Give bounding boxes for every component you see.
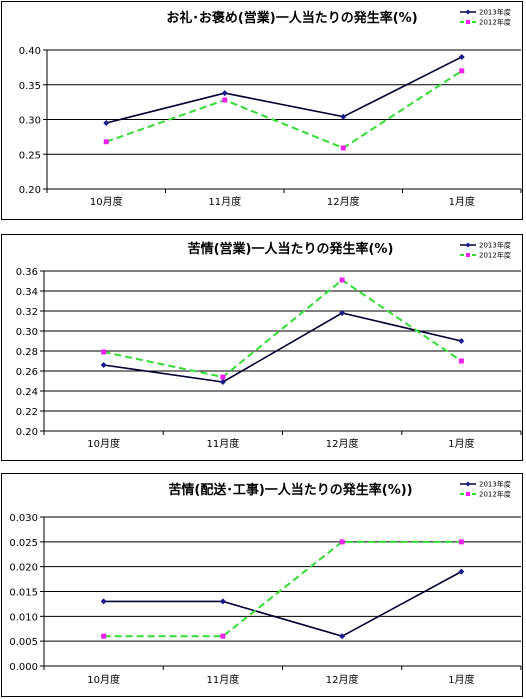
data-point-2012	[340, 145, 346, 151]
data-point-2012	[339, 277, 345, 283]
chart-title: 苦情(営業)一人当たりの発生率(%)	[188, 241, 394, 257]
y-tick-label: 0.030	[9, 513, 38, 524]
data-point-2013	[100, 598, 107, 605]
x-tick-label: 1月度	[448, 673, 474, 686]
data-point-2013	[219, 598, 226, 605]
y-tick-label: 0.24	[16, 387, 38, 398]
data-point-2013	[339, 633, 346, 640]
x-tick-label: 12月度	[326, 673, 359, 686]
y-tick-label: 0.20	[16, 427, 38, 438]
y-tick-label: 0.010	[9, 612, 38, 623]
y-tick-label: 0.25	[19, 150, 41, 161]
legend-label: 2013年度	[479, 241, 511, 250]
x-tick-label: 1月度	[448, 437, 474, 450]
chart-complaints-delivery: 苦情(配送･工事)一人当たりの発生率(%)) 0.000 0.005 0.010 0.0…	[9, 480, 522, 686]
x-tick-label: 12月度	[326, 437, 359, 450]
y-tick-label: 0.35	[19, 81, 41, 92]
data-point-2013	[103, 119, 110, 126]
x-tick-label: 11月度	[208, 195, 241, 208]
legend-marker-2013	[465, 481, 471, 487]
data-point-2012	[220, 633, 226, 639]
data-point-2013	[340, 113, 347, 120]
y-tick-label: 0.20	[19, 185, 41, 196]
y-tick-label: 0.36	[16, 267, 38, 278]
series-line-2012	[105, 70, 463, 150]
series-line-2013	[106, 56, 463, 124]
y-tick-label: 0.015	[9, 588, 38, 599]
chart-complaints-sales: 苦情(営業)一人当たりの発生率(%) 0.20 0.22 0.24 0.26 0.28 0.…	[16, 241, 522, 450]
series-line-2012	[103, 540, 462, 638]
x-tick-label: 10月度	[87, 673, 120, 686]
y-tick-label: 0.22	[16, 407, 38, 418]
chart-title: 苦情(配送･工事)一人当たりの発生率(%))	[168, 482, 412, 498]
x-tick-label: 11月度	[207, 673, 240, 686]
legend-marker-2013	[465, 242, 471, 248]
y-tick-label: 0.26	[16, 367, 38, 378]
chart-title: お礼･お褒め(営業)一人当たりの発生率(%)	[166, 10, 417, 26]
data-point-2012	[459, 68, 465, 74]
data-point-2013	[458, 338, 465, 344]
series-line-2013	[103, 570, 462, 638]
data-point-2012	[103, 139, 109, 145]
legend-label: 2012年度	[479, 251, 511, 260]
data-point-2013	[100, 362, 107, 368]
data-point-2012	[458, 539, 464, 545]
x-tick-label: 1月度	[449, 195, 475, 208]
data-point-2013	[339, 310, 346, 316]
legend-label: 2012年度	[479, 18, 511, 27]
chart-panel-complaints-delivery: 苦情(配送･工事)一人当たりの発生率(%)) 0.000 0.005 0.010 0.0…	[1, 473, 523, 697]
x-tick-label: 10月度	[90, 195, 123, 208]
legend-marker-2012	[466, 20, 470, 24]
data-point-2012	[220, 374, 226, 380]
data-point-2012	[101, 349, 107, 355]
data-point-2012	[339, 539, 345, 545]
y-tick-label: 0.32	[16, 307, 38, 318]
y-tick-label: 0.28	[16, 347, 38, 358]
y-tick-label: 0.30	[16, 327, 38, 338]
chart-compliments: お礼･お褒め(営業)一人当たりの発生率(%) 0.20 0.25 0.30 0.35 0.…	[19, 8, 522, 208]
legend-marker-2012	[466, 253, 470, 257]
data-point-2013	[221, 90, 228, 97]
x-tick-label: 11月度	[207, 437, 240, 450]
y-tick-label: 0.005	[9, 637, 38, 648]
data-point-2012	[222, 97, 228, 103]
data-point-2013	[458, 53, 465, 60]
series-line-2013	[103, 312, 462, 383]
data-point-2013	[219, 379, 226, 385]
data-point-2013	[458, 568, 465, 575]
y-tick-label: 0.34	[16, 287, 38, 298]
legend-label: 2012年度	[479, 490, 511, 499]
y-tick-label: 0.025	[9, 538, 38, 549]
chart-panel-complaints-sales: 苦情(営業)一人当たりの発生率(%) 0.20 0.22 0.24 0.26 0.28 0.…	[1, 234, 523, 461]
legend-marker-2012	[466, 492, 470, 496]
y-tick-label: 0.020	[9, 563, 38, 574]
data-point-2012	[458, 358, 464, 364]
data-point-2012	[101, 633, 107, 639]
legend-label: 2013年度	[479, 480, 511, 489]
series-line-2012	[103, 278, 462, 379]
x-tick-label: 12月度	[327, 195, 360, 208]
legend-label: 2013年度	[479, 8, 511, 17]
chart-panel-compliments: お礼･お褒め(営業)一人当たりの発生率(%) 0.20 0.25 0.30 0.35 0.…	[1, 1, 523, 220]
y-tick-label: 0.40	[19, 46, 41, 57]
x-tick-label: 10月度	[87, 437, 120, 450]
y-tick-label: 0.30	[19, 116, 41, 127]
y-tick-label: 0.000	[9, 662, 38, 673]
legend-marker-2013	[465, 9, 471, 15]
